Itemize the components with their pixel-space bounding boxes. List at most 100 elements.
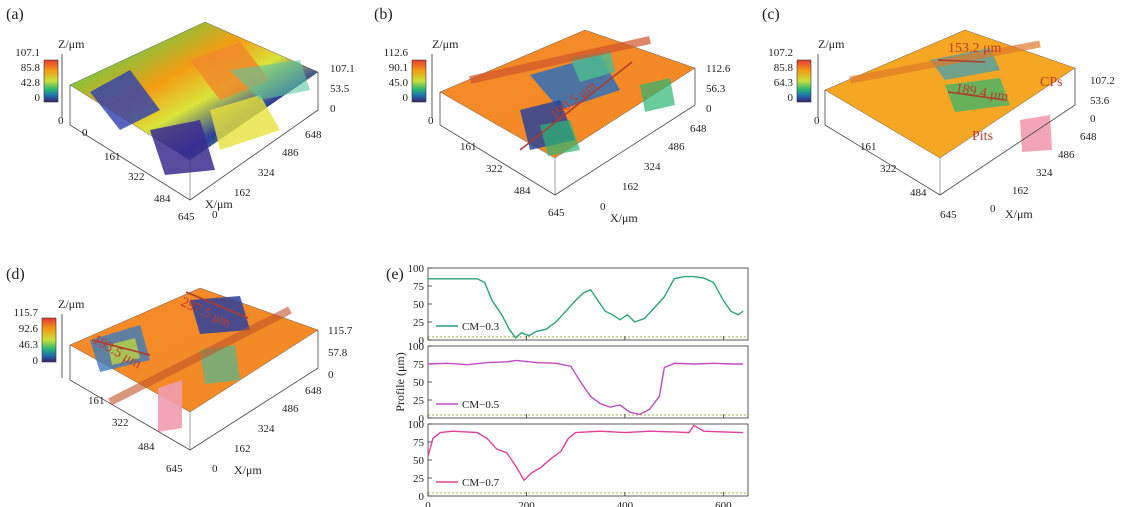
panel-a-z-axis-label: Z/μm [58,37,85,51]
panel-b-zright-3: 0 [706,103,712,115]
series-line-1 [427,359,744,416]
panel-c-zero-left: 0 [814,115,820,127]
xtick-label-3: 600 [715,500,732,507]
panel-c-ytick-4: 0 [990,203,996,215]
panel-c-cb-4: 0 [788,92,794,104]
subplot-0-ytick-2: 50 [413,299,425,311]
legend-label-0: CM−0.3 [462,321,500,333]
subplot-1-ytick-0: 0 [419,413,425,425]
panel-e-chart: 0 25 50 75 100 CM−0.3 0 25 50 75 100 CM−0.5 0 25 50 75 1… [393,263,749,507]
panel-b-ytick-0: 648 [690,123,707,135]
subplot-2-ytick-2: 50 [413,455,425,467]
panel-b-zero-left: 0 [428,115,434,127]
panel-d-z-axis-label: Z/μm [58,297,85,311]
subplot-0-ytick-3: 75 [413,281,425,293]
panel-d-ytick-2: 324 [258,423,275,435]
panel-a-cb-3: 42.8 [21,77,41,89]
panel-a-xtick-0: 0 [82,127,88,139]
panel-a-xtick-2: 322 [128,171,145,183]
panel-b-xtick-1: 161 [460,141,477,153]
panel-b: 112.6 90.1 45.0 0 Z/μm 0 190.5 μm 112.6 … [384,29,731,225]
panel-d-zright-2: 57.8 [328,347,348,359]
subplot-0-ytick-1: 25 [413,317,425,329]
panel-b-z-axis-label: Z/μm [432,37,459,51]
subplot-2-ytick-3: 75 [413,437,425,449]
panel-d: 115.7 92.6 46.3 0 Z/μm 193.5 μm 297.5 μm… [14,287,353,477]
panel-c-zright-1: 107.2 [1090,75,1115,87]
panel-c-x-axis-label: X/μm [1005,207,1033,221]
panel-a-xtick-1: 161 [104,151,121,163]
panel-b-zright-1: 112.6 [706,63,731,75]
panel-c-colorbar [796,59,812,103]
panel-b-label: (b) [374,6,393,23]
subplot-2-ytick-4: 100 [408,419,425,431]
panel-c-ytick-1: 486 [1058,149,1075,161]
panel-d-label: (d) [6,266,25,283]
panel-c-cb-1: 107.2 [768,47,793,59]
panel-b-cb-3: 45.0 [389,77,409,89]
subplot-1-ytick-3: 75 [413,359,425,371]
legend-label-2: CM−0.7 [462,477,500,489]
panel-d-xtick-3: 484 [138,441,155,453]
panel-b-cb-1: 112.6 [384,47,409,59]
panel-d-xtick-2: 322 [112,417,129,429]
panel-b-x-axis-label: X/μm [610,211,638,225]
panel-d-cb-3: 46.3 [19,339,39,351]
panel-c: 107.2 85.8 64.3 0 Z/μm 0 153.2 μm 189.4 … [768,29,1115,221]
panel-d-x-axis-label: X/μm [234,463,262,477]
panel-d-xtick-1: 161 [88,395,105,407]
panel-d-xtick-4: 645 [166,463,183,475]
panel-e-label: (e) [386,266,404,283]
panel-a: 107.1 85.8 42.8 0 Z/μm 0 107.1 53.5 0 0 … [15,21,355,223]
xtick-label-1: 200 [518,500,535,507]
panel-d-ytick-4: 0 [212,463,218,475]
panel-a-zright-3: 0 [330,103,336,115]
panel-c-annotation-a: 153.2 μm [948,41,1002,56]
panel-d-zright-3: 0 [328,369,334,381]
panel-b-colorbar [411,59,427,103]
panel-b-ytick-3: 162 [622,181,639,193]
panel-c-annotation-pits: Pits [972,129,993,144]
subplot-1-ytick-4: 100 [408,341,425,353]
panel-c-xtick-2: 322 [880,163,897,175]
panel-a-cb-2: 85.8 [21,62,41,74]
panel-c-annotation-cps: CPs [1040,75,1063,90]
subplot-0-ytick-0: 0 [419,335,425,347]
legend-label-1: CM−0.5 [462,399,500,411]
panel-d-ytick-3: 162 [234,443,251,455]
panel-b-xtick-4: 645 [548,207,565,219]
panel-c-xtick-1: 161 [860,141,877,153]
panel-d-cb-2: 92.6 [19,323,39,335]
panel-c-zright-2: 53.6 [1090,95,1110,107]
panel-b-cb-2: 90.1 [389,62,408,74]
panel-a-ytick-2: 324 [258,167,275,179]
panel-a-ytick-0: 648 [305,129,322,141]
subplot-1-ytick-2: 50 [413,377,425,389]
panel-b-xtick-3: 484 [514,185,531,197]
y-axis-label: Profile (μm) [393,352,407,411]
panel-d-cb-4: 0 [33,355,39,367]
panel-b-zright-2: 56.3 [706,83,726,95]
series-line-2 [427,424,744,482]
subplot-1-ytick-1: 25 [413,395,425,407]
panel-c-ytick-3: 162 [1012,185,1029,197]
panel-d-colorbar [41,317,57,363]
subplot-0-ytick-4: 100 [408,263,425,275]
panel-b-ytick-4: 0 [600,201,606,213]
panel-a-ytick-3: 162 [234,187,251,199]
panel-d-ytick-0: 648 [305,385,322,397]
panel-b-xtick-2: 322 [486,163,503,175]
panel-a-cb-4: 0 [35,92,41,104]
panel-a-xtick-4: 645 [178,211,195,223]
panel-d-cb-1: 115.7 [14,307,39,319]
panel-a-zero-left: 0 [58,115,64,127]
panel-a-x-axis-label: X/μm [205,197,233,211]
panel-d-ytick-1: 486 [282,403,299,415]
panel-c-ytick-2: 324 [1036,167,1053,179]
xtick-label-0: 0 [425,500,431,507]
panel-a-label: (a) [6,6,24,23]
subplot-2-ytick-0: 0 [419,491,425,503]
panel-c-label: (c) [762,6,780,23]
panel-b-ytick-2: 324 [644,161,661,173]
xtick-label-2: 400 [617,500,634,507]
